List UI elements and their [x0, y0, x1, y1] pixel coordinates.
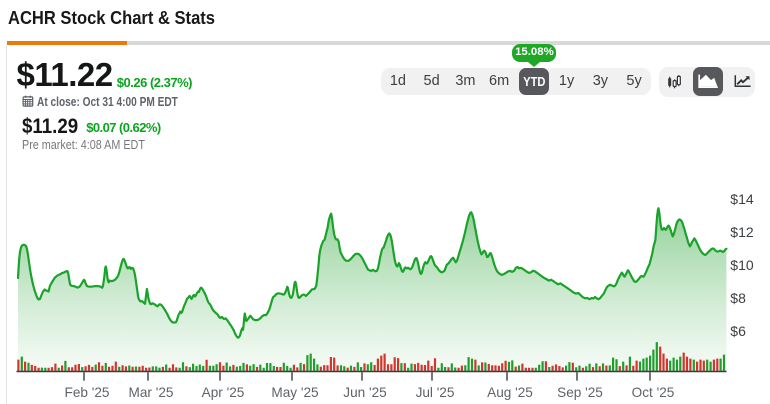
svg-text:Mar '25: Mar '25: [129, 385, 174, 400]
svg-text:Feb '25: Feb '25: [65, 385, 110, 400]
svg-text:Jul '25: Jul '25: [416, 385, 455, 400]
svg-text:Apr '25: Apr '25: [202, 385, 245, 400]
svg-text:Sep '25: Sep '25: [557, 385, 603, 400]
svg-text:Aug '25: Aug '25: [487, 385, 533, 400]
svg-text:May '25: May '25: [271, 385, 318, 400]
svg-text:$6: $6: [730, 323, 746, 339]
svg-text:$12: $12: [730, 224, 754, 240]
svg-text:$10: $10: [730, 257, 754, 273]
svg-text:$14: $14: [730, 191, 754, 207]
svg-text:Oct '25: Oct '25: [632, 385, 675, 400]
svg-text:Jun '25: Jun '25: [343, 385, 386, 400]
svg-text:$8: $8: [730, 290, 746, 306]
